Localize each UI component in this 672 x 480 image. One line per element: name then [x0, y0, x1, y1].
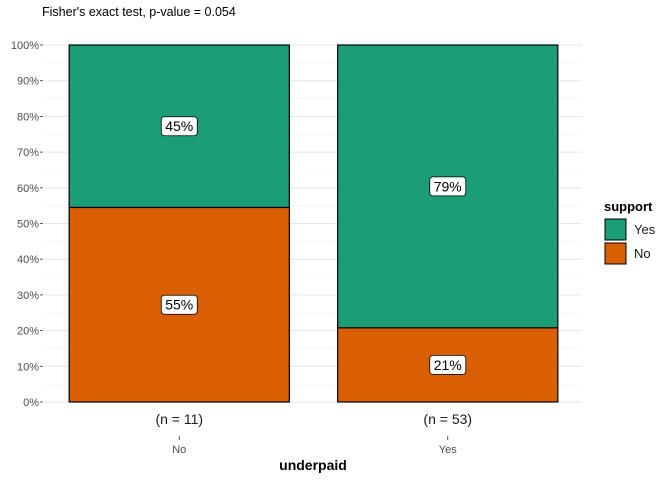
- y-tick-label: 20%: [17, 326, 39, 338]
- y-tick-label: 10%: [17, 361, 39, 373]
- y-tick-label: 80%: [17, 111, 39, 123]
- data-label: 21%: [434, 357, 462, 373]
- legend-label: No: [634, 246, 651, 261]
- data-label-box: [429, 176, 467, 197]
- y-tick-label: 100%: [11, 40, 39, 52]
- y-tick-label: 50%: [17, 219, 39, 231]
- x-axis-label: underpaid: [279, 457, 347, 473]
- x-tick-label: Yes: [439, 444, 457, 456]
- bars: [68, 44, 559, 403]
- data-label: 55%: [165, 297, 193, 313]
- legend-title: support: [604, 199, 653, 214]
- x-count-label: (n = 11): [155, 411, 203, 427]
- data-label-box: [160, 116, 198, 137]
- data-label-box: [429, 354, 467, 375]
- legend-key-yes: [604, 218, 627, 241]
- y-tick-label: 30%: [17, 290, 39, 302]
- x-count-label: (n = 53): [423, 411, 472, 427]
- legend-key-no: [604, 242, 627, 265]
- legend: support Yes No: [604, 199, 656, 265]
- data-label: 45%: [165, 118, 193, 134]
- x-tick-label: No: [172, 444, 186, 456]
- legend-label: Yes: [634, 222, 656, 237]
- y-tick-label: 70%: [17, 147, 39, 159]
- bar-no-yes: [337, 327, 559, 403]
- chart-subtitle: Fisher's exact test, p-value = 0.054: [42, 5, 236, 19]
- y-tick-label: 60%: [17, 183, 39, 195]
- y-tick-label: 40%: [17, 254, 39, 266]
- y-axis: 0% 10% 20% 30% 40% 50% 60% 70% 80% 90% 100%: [11, 40, 43, 409]
- data-label: 79%: [434, 178, 462, 194]
- data-label-box: [160, 294, 198, 315]
- y-tick-label: 90%: [17, 76, 39, 88]
- y-tick-label: 0%: [23, 397, 39, 409]
- data-labels: 55% 45% 21% 79%: [160, 116, 467, 375]
- x-axis: (n = 11) No (n = 53) Yes: [155, 411, 472, 456]
